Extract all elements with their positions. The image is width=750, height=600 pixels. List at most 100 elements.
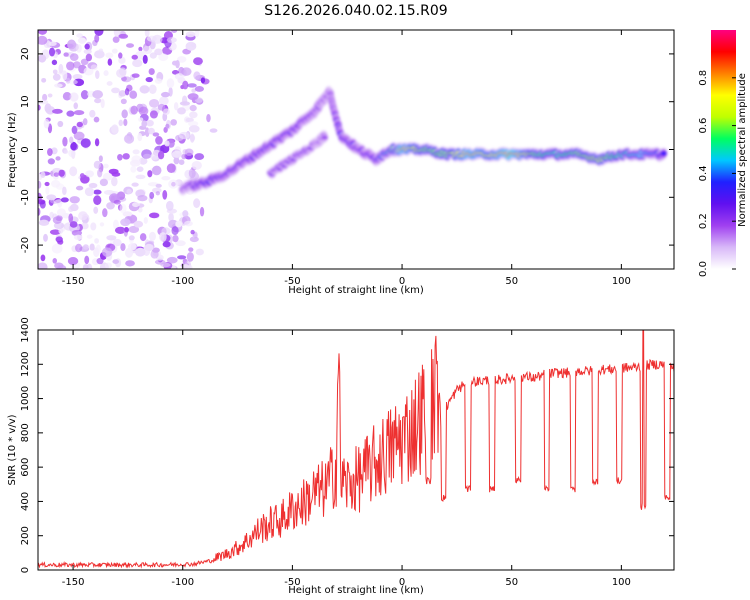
spectrogram-noise-cell (127, 243, 137, 251)
spectrogram-noise-cell (68, 213, 74, 224)
spectrogram-noise-cell (195, 248, 204, 256)
spectrogram-noise-cell (51, 243, 63, 254)
spectrogram-noise-cell (184, 148, 194, 156)
spectrogram-noise-cell (102, 163, 109, 169)
spectrogram-noise-cell (69, 196, 80, 204)
spectrogram-noise-cell (122, 153, 130, 160)
spectrogram-noise-cell (111, 87, 120, 94)
spectrogram-noise-cell (189, 111, 198, 119)
spectrogram-noise-cell (69, 221, 78, 228)
snr-y-tick-label: 400 (20, 492, 31, 511)
spectrogram-noise-cell (173, 156, 180, 165)
spectrogram-noise-cell (60, 197, 69, 203)
spectrogram-noise-cell (152, 34, 163, 44)
colorbar-tick-label: 0.8 (698, 70, 709, 86)
spectrogram-noise-cell (175, 60, 180, 69)
spectrogram-noise-cell (121, 76, 132, 83)
spectrogram-noise-cell (80, 138, 91, 148)
spectrogram-noise-cell (137, 207, 143, 213)
spectrogram-noise-cell (181, 153, 187, 160)
spectrogram-noise-cell (94, 238, 99, 244)
spectrogram-noise-cell (194, 85, 205, 92)
spectrogram-noise-cell (132, 149, 140, 155)
spectrogram-noise-cell (92, 90, 104, 99)
spectrogram-noise-cell (82, 118, 88, 126)
spectrogram-noise-cell (188, 120, 199, 127)
spectrogram-noise-cell (96, 257, 104, 265)
spectrogram-noise-cell (42, 93, 48, 102)
spectrogram-noise-cell (148, 84, 157, 94)
spectrogram-noise-cell (132, 59, 143, 68)
spectrogram-noise-cell (176, 56, 187, 63)
spectrogram-noise-cell (85, 170, 95, 178)
spectrogram-noise-cell (43, 118, 50, 129)
spectrogram-noise-cell (38, 219, 50, 226)
spectrogram-noise-cell (118, 119, 124, 127)
spectrogram-noise-cell (89, 109, 96, 118)
spectrogram-noise-cell (83, 67, 94, 76)
spectrogram-noise-cell (206, 113, 211, 123)
spectrogram-noise-cell (124, 133, 135, 144)
spectrogram-noise-cell (179, 101, 191, 106)
spectrogram-noise-cell (52, 69, 58, 75)
spectrogram-noise-cell (93, 160, 102, 169)
snr-y-ticks: 0 200 400 600 800 1000 1200 1400 (20, 317, 674, 573)
spectrogram-noise-cell (82, 244, 89, 250)
spectrogram-noise-cell (181, 67, 192, 76)
spectrogram-noise-cell (175, 220, 183, 228)
spectrogram-noise-cell (135, 174, 146, 180)
spectrogram-noise-cell (168, 212, 174, 222)
snr-y-tick-label: 200 (20, 526, 31, 545)
spectrogram-noise-cell (106, 235, 117, 241)
spectrogram-y-tick-label: -20 (20, 237, 31, 253)
spectrogram-noise-cell (147, 127, 155, 135)
colorbar-label: Normalized spectral amplitude (737, 73, 748, 227)
spectrogram-noise-cell (120, 243, 126, 252)
spectrogram-noise-cell (191, 161, 202, 170)
spectrogram-noise-cell (120, 218, 131, 227)
spectrogram-noise-cell (130, 165, 137, 173)
spectrogram-noise-cell (62, 70, 68, 81)
spectrogram-noise-cell (84, 187, 95, 197)
spectrogram-noise-cell (97, 168, 103, 178)
spectrogram-noise-cell (112, 36, 120, 43)
spectrogram-noise-cell (139, 85, 150, 94)
spectrogram-noise-cell (111, 176, 118, 187)
spectrogram-noise-cell (44, 181, 50, 187)
spectrogram-noise-cell (104, 262, 112, 269)
spectrogram-noise-cell (162, 108, 170, 116)
spectrogram-noise-cell (38, 104, 41, 111)
spectrogram-noise-cell (113, 199, 121, 205)
spectrogram-noise-cell (144, 243, 154, 252)
spectrogram-noise-cell (137, 133, 143, 142)
spectrogram-noise-cell (51, 59, 58, 66)
spectrogram-noise-cell (153, 166, 158, 174)
spectrogram-noise-cell (154, 48, 163, 56)
colorbar: 0.0 0.2 0.4 0.6 0.8 Normalized spectral ampl… (698, 30, 748, 277)
spectrogram-noise-cell (188, 168, 196, 179)
spectrogram-x-label: Height of straight line (km) (288, 285, 424, 296)
spectrogram-noise-cell (99, 178, 108, 187)
spectrogram-noise-cell (38, 30, 48, 35)
spectrogram-noise-cell (100, 98, 105, 109)
spectrogram-noise-cell (89, 243, 95, 251)
spectrogram-noise-cell (158, 53, 169, 62)
spectrogram-noise-cell (76, 33, 84, 38)
spectrogram-noise-cell (76, 44, 82, 53)
spectrogram-noise-cell (106, 202, 115, 210)
spectrogram-noise-cell (112, 259, 120, 264)
spectrogram-noise-cell (162, 189, 168, 200)
spectrogram-noise-cell (69, 166, 78, 177)
spectrogram-noise-cell (98, 48, 104, 53)
snr-y-tick-label: 0 (20, 567, 31, 573)
spectrogram-noise-cell (73, 102, 79, 110)
spectrogram-noise-cell (103, 190, 115, 195)
spectrogram-noise-cell (152, 132, 160, 137)
spectrogram-noise-cell (38, 262, 48, 269)
spectrogram-noise-cell (182, 80, 189, 90)
colorbar-tick-label: 0.6 (698, 118, 709, 134)
spectrogram-noise-cell (166, 200, 174, 211)
spectrogram-y-tick-label: -10 (20, 189, 31, 205)
spectrogram-noise-cell (158, 96, 169, 106)
spectrogram-noise-cell (118, 52, 123, 59)
